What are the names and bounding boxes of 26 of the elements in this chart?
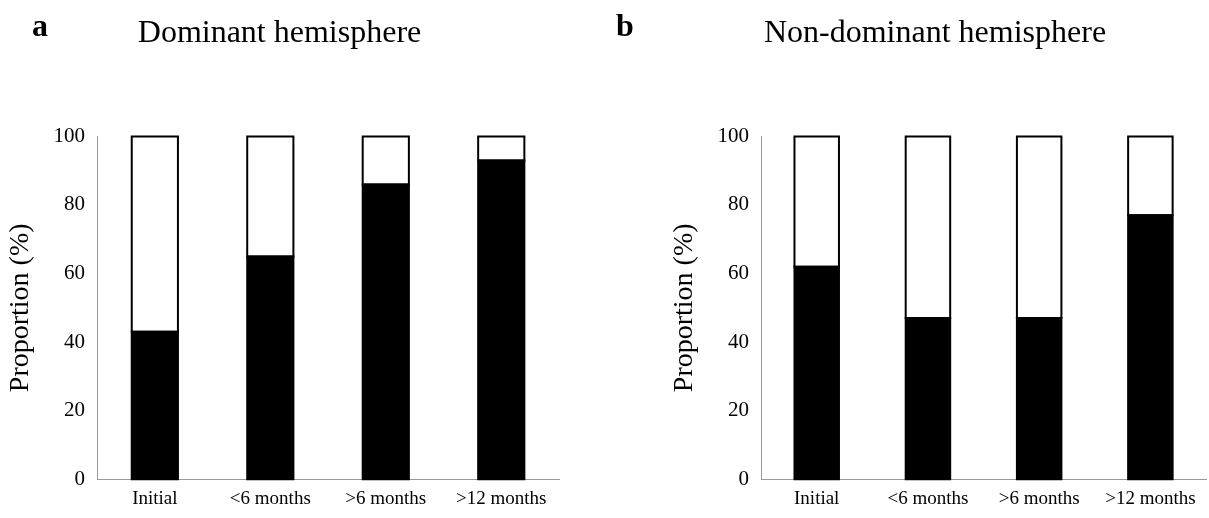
y-tick-label: 40 [64,328,86,353]
y-tick-label: 100 [53,122,86,147]
chart-title: Dominant hemisphere [137,12,422,49]
y-axis-title: Proportion (%) [667,223,699,393]
x-tick-label: >6 months [345,486,427,508]
x-tick-label: >6 months [998,486,1080,508]
y-tick-label: 20 [728,397,750,422]
y-axis-title: Proportion (%) [3,223,35,393]
chart-title: Non-dominant hemisphere [763,12,1107,49]
y-tick-label: 20 [64,397,86,422]
y-tick-label: 80 [728,191,750,216]
y-tick-label: 40 [728,328,750,353]
x-tick-label: <6 months [887,486,969,508]
x-tick-label: Initial [794,486,840,508]
x-tick-label: >12 months [1105,486,1196,508]
x-tick-label: >12 months [456,486,547,508]
y-tick-label: 60 [64,260,86,285]
y-tick-label: 60 [728,260,750,285]
y-tick-label: 80 [64,191,86,216]
x-tick-label: Initial [132,486,178,508]
y-tick-label: 100 [717,122,750,147]
y-tick-label: 0 [738,465,750,490]
text: b [616,7,634,43]
y-tick-label: 0 [74,465,86,490]
x-tick-label: <6 months [229,486,311,508]
text: a [32,7,48,43]
